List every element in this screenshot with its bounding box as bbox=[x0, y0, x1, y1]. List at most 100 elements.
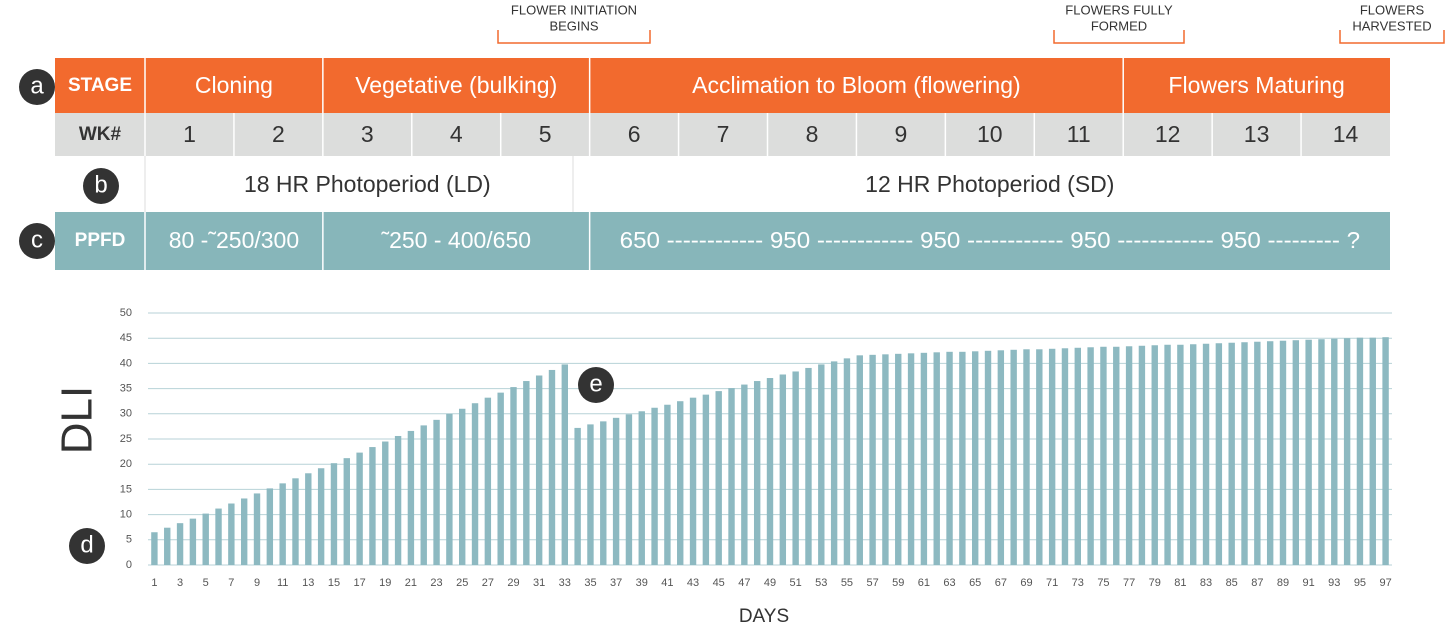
bar bbox=[574, 427, 581, 565]
bar bbox=[677, 401, 684, 565]
bar bbox=[215, 508, 222, 565]
x-tick-label: 55 bbox=[841, 577, 853, 589]
bar bbox=[1190, 344, 1197, 565]
week-number: 1 bbox=[183, 121, 196, 147]
bar bbox=[459, 408, 466, 565]
x-tick-label: 29 bbox=[507, 577, 519, 589]
bar bbox=[625, 414, 633, 565]
y-tick-label: 50 bbox=[120, 307, 132, 319]
x-tick-label: 9 bbox=[254, 577, 260, 589]
marker-circle bbox=[19, 69, 55, 105]
y-tick-label: 15 bbox=[120, 483, 132, 495]
bar bbox=[1138, 345, 1146, 565]
annotation-bracket bbox=[1339, 30, 1445, 44]
x-tick-label: 37 bbox=[610, 577, 622, 589]
photoperiod-label: 18 HR Photoperiod (LD) bbox=[244, 171, 491, 197]
bar bbox=[1254, 341, 1261, 565]
bar bbox=[959, 351, 966, 565]
ppfd-value: 80 -˜250/300 bbox=[169, 227, 299, 253]
bar bbox=[1113, 346, 1120, 565]
bar bbox=[535, 375, 543, 565]
x-tick-label: 1 bbox=[151, 577, 157, 589]
x-tick-label: 49 bbox=[764, 577, 776, 589]
y-tick-label: 5 bbox=[126, 534, 132, 546]
bar bbox=[1343, 338, 1351, 565]
x-tick-label: 19 bbox=[379, 577, 391, 589]
bar bbox=[882, 354, 889, 565]
x-tick-label: 81 bbox=[1174, 577, 1186, 589]
bar bbox=[843, 358, 851, 565]
bar bbox=[266, 488, 274, 565]
ppfd-value: ˜250 - 400/650 bbox=[380, 227, 531, 253]
x-tick-label: 15 bbox=[328, 577, 340, 589]
bar bbox=[228, 503, 235, 565]
bar bbox=[830, 361, 838, 565]
stage-label: Flowers Maturing bbox=[1168, 72, 1344, 98]
bar bbox=[1356, 337, 1364, 565]
x-tick-label: 85 bbox=[1226, 577, 1238, 589]
marker-circle bbox=[19, 223, 55, 259]
bar bbox=[728, 388, 735, 565]
stage-label: Vegetative (bulking) bbox=[355, 72, 557, 98]
y-tick-label: 10 bbox=[120, 509, 132, 521]
week-number: 4 bbox=[450, 121, 463, 147]
bar bbox=[638, 411, 645, 565]
x-tick-label: 79 bbox=[1149, 577, 1161, 589]
bar bbox=[202, 513, 209, 565]
week-number: 11 bbox=[1067, 121, 1091, 147]
x-tick-label: 35 bbox=[584, 577, 596, 589]
bar bbox=[702, 394, 710, 565]
annotation-text: FLOWERS FULLY bbox=[1065, 2, 1173, 17]
y-tick-label: 35 bbox=[120, 383, 132, 395]
bar bbox=[240, 498, 248, 565]
bar bbox=[984, 350, 992, 565]
x-tick-label: 53 bbox=[815, 577, 827, 589]
annotation-text: HARVESTED bbox=[1352, 18, 1431, 33]
annotation-bracket bbox=[1053, 30, 1185, 44]
bar bbox=[1074, 347, 1081, 565]
stage-label: Cloning bbox=[195, 72, 273, 98]
week-number: 10 bbox=[977, 121, 1003, 147]
annotation-text: BEGINS bbox=[549, 18, 598, 33]
marker-circle bbox=[578, 367, 614, 403]
bar bbox=[997, 350, 1005, 565]
bar bbox=[548, 369, 556, 565]
row-label: PPFD bbox=[75, 230, 126, 251]
marker-circle bbox=[83, 168, 119, 204]
bar bbox=[946, 351, 953, 565]
bar bbox=[446, 413, 453, 565]
x-tick-label: 91 bbox=[1303, 577, 1315, 589]
ppfd-row bbox=[55, 212, 1390, 270]
bar bbox=[907, 353, 915, 565]
bar bbox=[689, 397, 697, 565]
bar bbox=[471, 403, 479, 565]
bar bbox=[1036, 349, 1043, 565]
bar bbox=[741, 384, 748, 565]
annotation-text: FORMED bbox=[1091, 18, 1147, 33]
bar bbox=[753, 381, 761, 565]
bar bbox=[856, 355, 863, 565]
annotation-bracket bbox=[497, 30, 651, 44]
bar bbox=[407, 430, 415, 565]
week-number: 9 bbox=[894, 121, 907, 147]
bar bbox=[343, 458, 350, 565]
bar bbox=[1279, 340, 1287, 565]
bar bbox=[1151, 345, 1158, 565]
ppfd-value: 650 ------------ 950 ------------ 950 --… bbox=[620, 227, 1360, 253]
bar bbox=[164, 527, 171, 565]
x-tick-label: 59 bbox=[892, 577, 904, 589]
x-tick-label: 83 bbox=[1200, 577, 1212, 589]
x-tick-label: 69 bbox=[1020, 577, 1032, 589]
bar bbox=[971, 351, 979, 565]
y-tick-label: 0 bbox=[126, 559, 132, 571]
bar bbox=[1228, 342, 1235, 565]
bar bbox=[715, 391, 722, 565]
week-number: 6 bbox=[628, 121, 641, 147]
week-number: 13 bbox=[1244, 121, 1270, 147]
marker-letter: d bbox=[80, 531, 93, 558]
stage-row bbox=[55, 58, 1390, 113]
marker-letter: e bbox=[589, 370, 602, 397]
bar bbox=[176, 523, 184, 565]
bar bbox=[1087, 347, 1094, 565]
x-tick-label: 31 bbox=[533, 577, 545, 589]
